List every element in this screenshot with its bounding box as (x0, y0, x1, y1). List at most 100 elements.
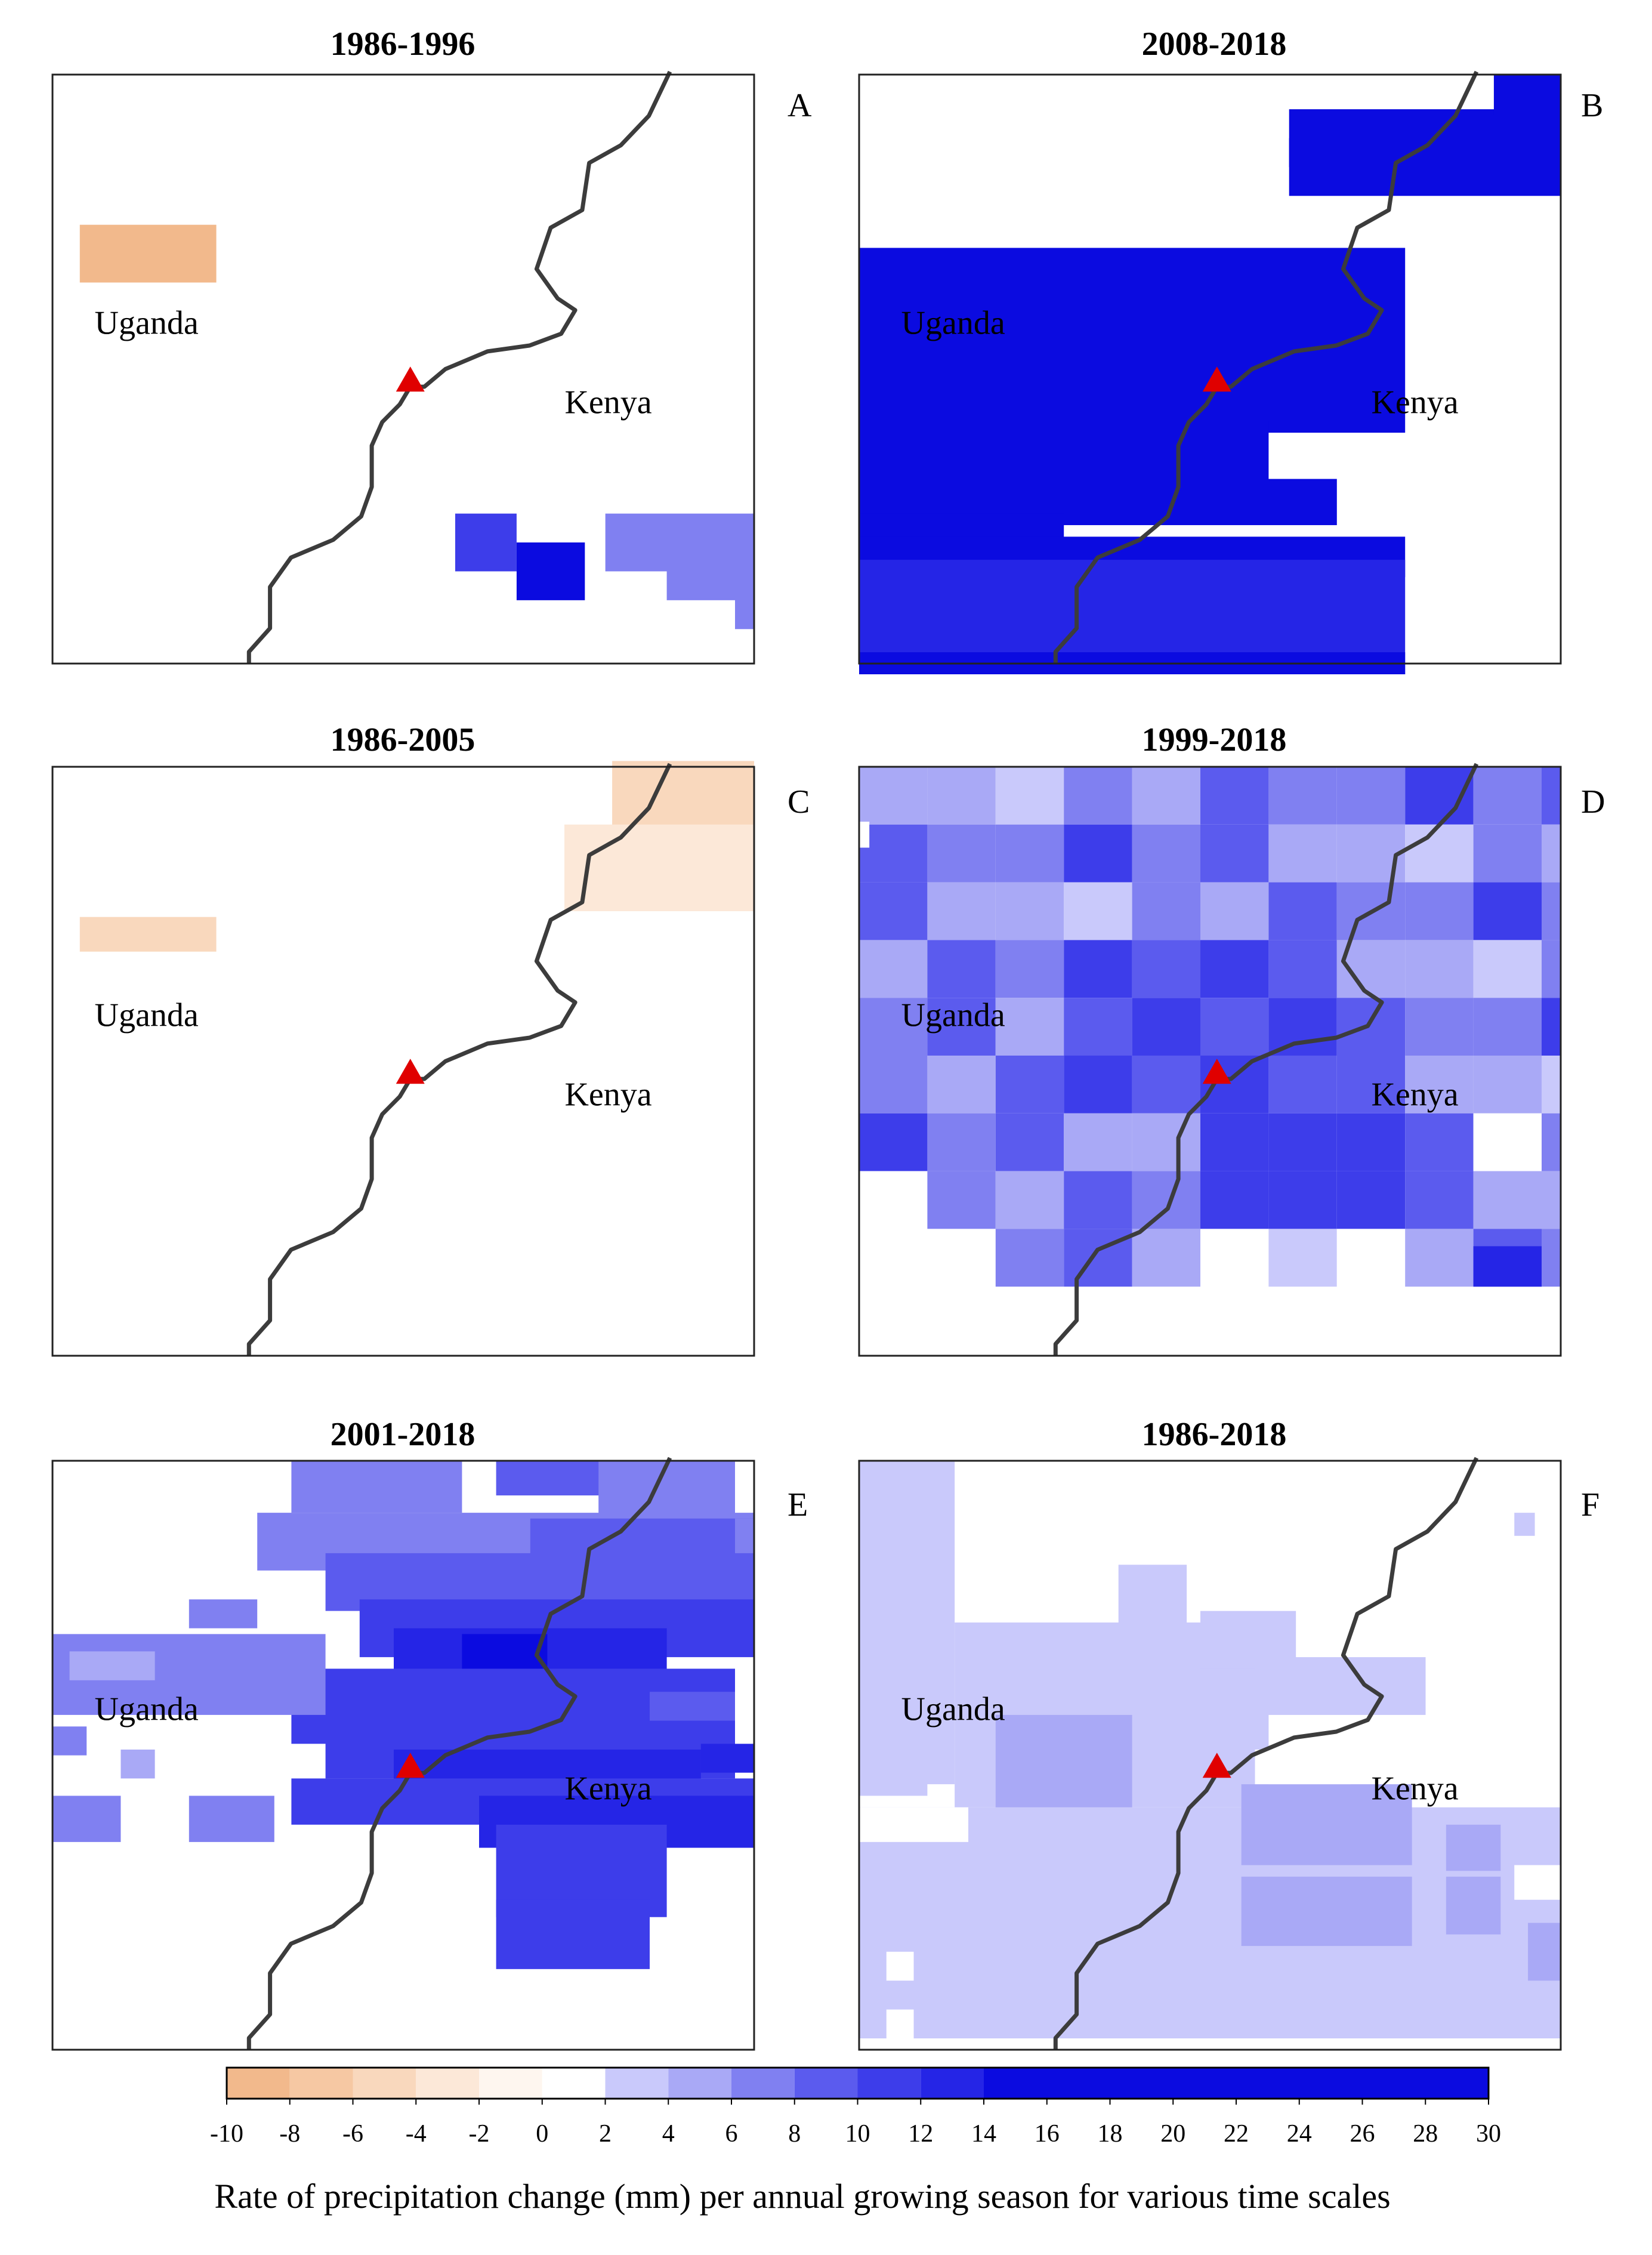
grid-cell (1542, 1056, 1561, 1113)
grid-cell (859, 1461, 955, 1785)
grid-cell (1200, 940, 1269, 998)
grid-cell (1446, 1824, 1501, 1871)
legend-tick-label: 0 (536, 2120, 548, 2148)
site-marker-triangle-icon (1202, 366, 1231, 392)
grid-cell (1241, 1876, 1412, 1946)
legend-swatch (605, 2068, 669, 2099)
legend-tick-label: 2 (599, 2120, 612, 2148)
grid-cell (79, 917, 217, 952)
grid-cell (1473, 882, 1542, 940)
panel-d-title: 1999-2018 (1142, 721, 1287, 758)
grid-cell (995, 998, 1064, 1056)
grid-cell (1064, 824, 1132, 883)
grid-cell (859, 1229, 928, 1287)
legend-swatch (921, 2068, 984, 2099)
grid-cell (927, 882, 996, 940)
grid-cell (995, 1113, 1064, 1171)
panel-e-title: 2001-2018 (331, 1416, 475, 1453)
panel-b-title: 2008-2018 (1142, 26, 1287, 63)
legend-swatch (353, 2068, 416, 2099)
grid-cell (564, 824, 754, 911)
panel-f-letter: F (1581, 1486, 1599, 1523)
grid-cell (1542, 998, 1561, 1056)
country-label-uganda: Uganda (95, 304, 199, 341)
grid-cell (1514, 1513, 1535, 1536)
grid-cell (995, 882, 1064, 940)
grid-cell (53, 1726, 87, 1756)
grid-cell (1542, 824, 1561, 883)
country-border-line (1053, 1457, 1479, 2050)
grid-cell (1268, 940, 1337, 998)
country-border-line (246, 70, 672, 664)
grid-cell (995, 1229, 1064, 1287)
country-label-kenya: Kenya (564, 384, 651, 421)
grid-cell (1493, 75, 1561, 115)
legend-tick-label: 16 (1035, 2120, 1060, 2148)
legend-tick-label: 20 (1160, 2120, 1185, 2148)
country-border-line (246, 1457, 672, 2050)
grid-cell (1268, 767, 1337, 825)
grid-cell (1132, 998, 1200, 1056)
grid-cell (735, 571, 754, 630)
legend-tick-label: -2 (469, 2120, 490, 2148)
grid-cell (1064, 940, 1132, 998)
grid-cell (927, 767, 996, 825)
grid-cell (859, 1056, 928, 1113)
panel-d-letter: D (1581, 783, 1605, 820)
grid-cell (1132, 824, 1200, 883)
grid-cell (1200, 1171, 1269, 1229)
grid-cell (1064, 1056, 1132, 1113)
grid-cell (1514, 1865, 1561, 1900)
grid-cell (927, 1171, 996, 1229)
map-panel-d (858, 763, 1562, 1357)
grid-cell (1132, 1113, 1200, 1171)
grid-cell (886, 2009, 914, 2038)
grid-cell (886, 1951, 914, 1981)
color-legend: -10 -8 -6 -4 -2 0 2 4 6 8 10 12 14 16 18 20 22 24 26 28 30 (210, 2066, 1501, 2148)
legend-tick-label: -8 (279, 2120, 300, 2148)
legend-tick-label: 22 (1224, 2120, 1249, 2148)
legend-tick-label: 8 (788, 2120, 801, 2148)
grid-cell (1473, 767, 1542, 825)
country-border-line (1053, 763, 1479, 1356)
grid-cell (1405, 1113, 1474, 1171)
legend-swatch (542, 2068, 606, 2099)
map-panel-e (51, 1457, 755, 2051)
legend-swatch (479, 2068, 542, 2099)
grid-cell (1064, 767, 1132, 825)
grid-cell (1405, 882, 1474, 940)
legend-tick-label: 12 (908, 2120, 933, 2148)
site-marker-triangle-icon (396, 366, 425, 392)
grid-cell (1255, 1657, 1426, 1715)
grid-cell (1064, 1171, 1132, 1229)
grid-cell (1542, 940, 1561, 998)
map-panel-b (858, 70, 1562, 674)
map-panel-c (51, 761, 755, 1357)
grid-cell (859, 1113, 928, 1171)
legend-swatch (731, 2068, 795, 2099)
country-label-uganda: Uganda (901, 304, 1005, 341)
grid-cell (1268, 882, 1337, 940)
map-frame (51, 73, 755, 665)
grid-cell (1200, 1113, 1269, 1171)
grid-cell (1473, 1171, 1542, 1229)
map-frame (51, 1460, 755, 2051)
grid-cell (53, 1796, 121, 1842)
panel-f-title: 1986-2018 (1142, 1416, 1287, 1453)
grid-cell (1132, 1056, 1200, 1113)
grid-cell (1542, 1171, 1561, 1229)
legend-tick-label: -10 (210, 2120, 243, 2148)
grid-cell (995, 1056, 1064, 1113)
grid-cell (1446, 1876, 1501, 1935)
grid-cell (1064, 1113, 1132, 1171)
grid-cell (927, 1113, 996, 1171)
grid-cell (927, 1056, 996, 1113)
grid-cell (859, 1750, 928, 1796)
grid-cell (859, 998, 928, 1056)
site-marker-triangle-icon (1202, 1059, 1231, 1084)
country-label-kenya: Kenya (1371, 384, 1458, 421)
grid-cell (79, 224, 217, 283)
map-frame (858, 73, 1562, 665)
site-marker-triangle-icon (396, 1753, 425, 1778)
grid-cell (1336, 767, 1406, 825)
